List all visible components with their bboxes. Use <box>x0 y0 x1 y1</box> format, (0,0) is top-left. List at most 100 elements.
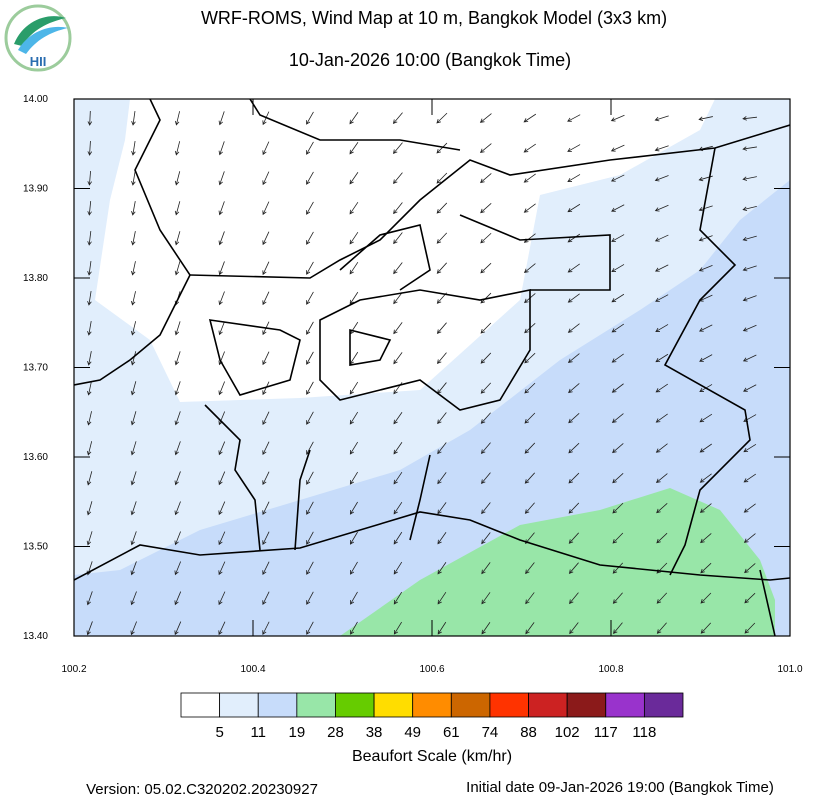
wind-arrow <box>567 293 580 303</box>
wind-arrow <box>612 592 623 604</box>
wind-arrow <box>218 411 226 426</box>
wind-arrow <box>568 472 580 484</box>
wind-arrow <box>218 621 226 636</box>
wind-arrow <box>524 472 536 484</box>
wind-arrow <box>174 441 181 456</box>
color-box <box>489 692 529 718</box>
wind-arrow <box>174 261 181 276</box>
wind-arrow <box>218 531 226 546</box>
wind-arrow <box>480 173 492 184</box>
wind-arrow <box>262 501 270 516</box>
colorbar: 5 11 19 28 38 49 61 74 88 102 117 118 <box>180 692 684 741</box>
wind-arrow <box>569 622 579 635</box>
footer-initial: Initial date 09-Jan-2026 19:00 (Bangkok … <box>466 779 774 796</box>
wind-arrow <box>130 501 137 516</box>
wind-arrow <box>656 592 668 604</box>
wind-arrow <box>131 111 136 126</box>
wind-arrow <box>262 471 270 486</box>
wind-arrow <box>218 441 226 456</box>
wind-arrow <box>436 352 447 365</box>
wind-arrow <box>174 141 181 156</box>
wind-arrow <box>393 531 403 545</box>
wind-arrow <box>349 381 359 395</box>
wind-arrow <box>437 621 447 635</box>
wind-arrow <box>568 383 580 394</box>
wind-arrow <box>218 201 225 216</box>
wind-arrow <box>393 232 403 245</box>
wind-arrow <box>306 561 314 575</box>
wind-arrow <box>436 202 448 214</box>
wind-arrow <box>262 441 270 456</box>
wind-arrow <box>174 321 181 336</box>
wind-arrow <box>611 234 625 242</box>
level-label: 88 <box>520 724 537 741</box>
wind-arrow <box>612 472 624 484</box>
wind-arrow <box>699 443 712 453</box>
wind-arrow <box>437 591 447 605</box>
wind-arrow <box>743 533 756 543</box>
wind-arrow <box>700 562 712 574</box>
wind-arrow <box>481 502 491 515</box>
wind-arrow <box>262 141 270 156</box>
wind-arrow <box>349 531 358 545</box>
wind-arrow <box>393 442 403 455</box>
wind-arrow <box>218 141 225 156</box>
wind-arrow <box>744 592 756 604</box>
wind-arrow <box>130 621 137 636</box>
wind-arrow <box>611 383 624 393</box>
wind-arrow <box>698 205 713 212</box>
wind-arrow <box>655 353 669 363</box>
wind-arrow <box>87 351 92 366</box>
wind-arrow <box>262 291 270 306</box>
wind-arrow <box>742 295 757 302</box>
color-box <box>180 692 221 718</box>
footer-version: Version: 05.02.C320202.20230927 <box>86 781 318 798</box>
wind-arrow <box>699 503 712 513</box>
axes: 100.2 100.4 100.6 100.8 101.0 14.00 13.90 13.80… <box>23 94 803 675</box>
wind-arrow <box>262 351 270 366</box>
level-label: 61 <box>443 724 460 741</box>
wind-arrow <box>612 562 624 574</box>
color-box <box>412 692 452 718</box>
wind-arrow <box>393 412 403 425</box>
wind-arrow <box>393 322 403 335</box>
wind-arrow <box>87 140 93 156</box>
wind-arrow <box>480 232 492 244</box>
wind-arrow <box>654 115 669 122</box>
wind-arrow <box>306 351 314 365</box>
wind-arrow <box>306 471 314 485</box>
wind-arrow <box>523 263 536 273</box>
x-tick-label: 100.6 <box>419 664 444 675</box>
wind-arrow <box>349 411 359 425</box>
wind-arrow <box>262 621 270 636</box>
wind-arrow <box>744 563 756 574</box>
wind-arrow <box>130 321 137 336</box>
y-tick-label: 13.40 <box>23 631 48 642</box>
level-label: 11 <box>250 724 266 741</box>
wind-arrow <box>436 262 447 274</box>
wind-arrow <box>131 171 136 186</box>
wind-arrow <box>306 141 314 155</box>
wind-arrow <box>655 473 668 483</box>
wind-arrow <box>742 116 758 121</box>
wind-arrow <box>567 263 580 273</box>
y-tick-label: 14.00 <box>23 94 48 105</box>
color-box <box>605 692 645 718</box>
wind-arrow <box>87 170 92 186</box>
wind-arrow <box>654 145 669 152</box>
wind-arrow <box>392 112 403 124</box>
wind-arrow <box>742 354 757 362</box>
wind-arrow <box>568 442 580 454</box>
wind-arrow <box>306 261 314 275</box>
wind-arrow <box>611 293 625 303</box>
wind-arrow <box>568 562 579 574</box>
wind-arrow <box>698 324 713 332</box>
wind-arrow <box>610 174 625 182</box>
wind-arrow <box>218 261 225 276</box>
x-tick-label: 101.0 <box>777 664 802 675</box>
wind-arrow <box>393 621 402 635</box>
wind-arrow <box>350 561 358 575</box>
wind-arrow <box>524 382 536 394</box>
wind-arrow <box>306 291 314 305</box>
